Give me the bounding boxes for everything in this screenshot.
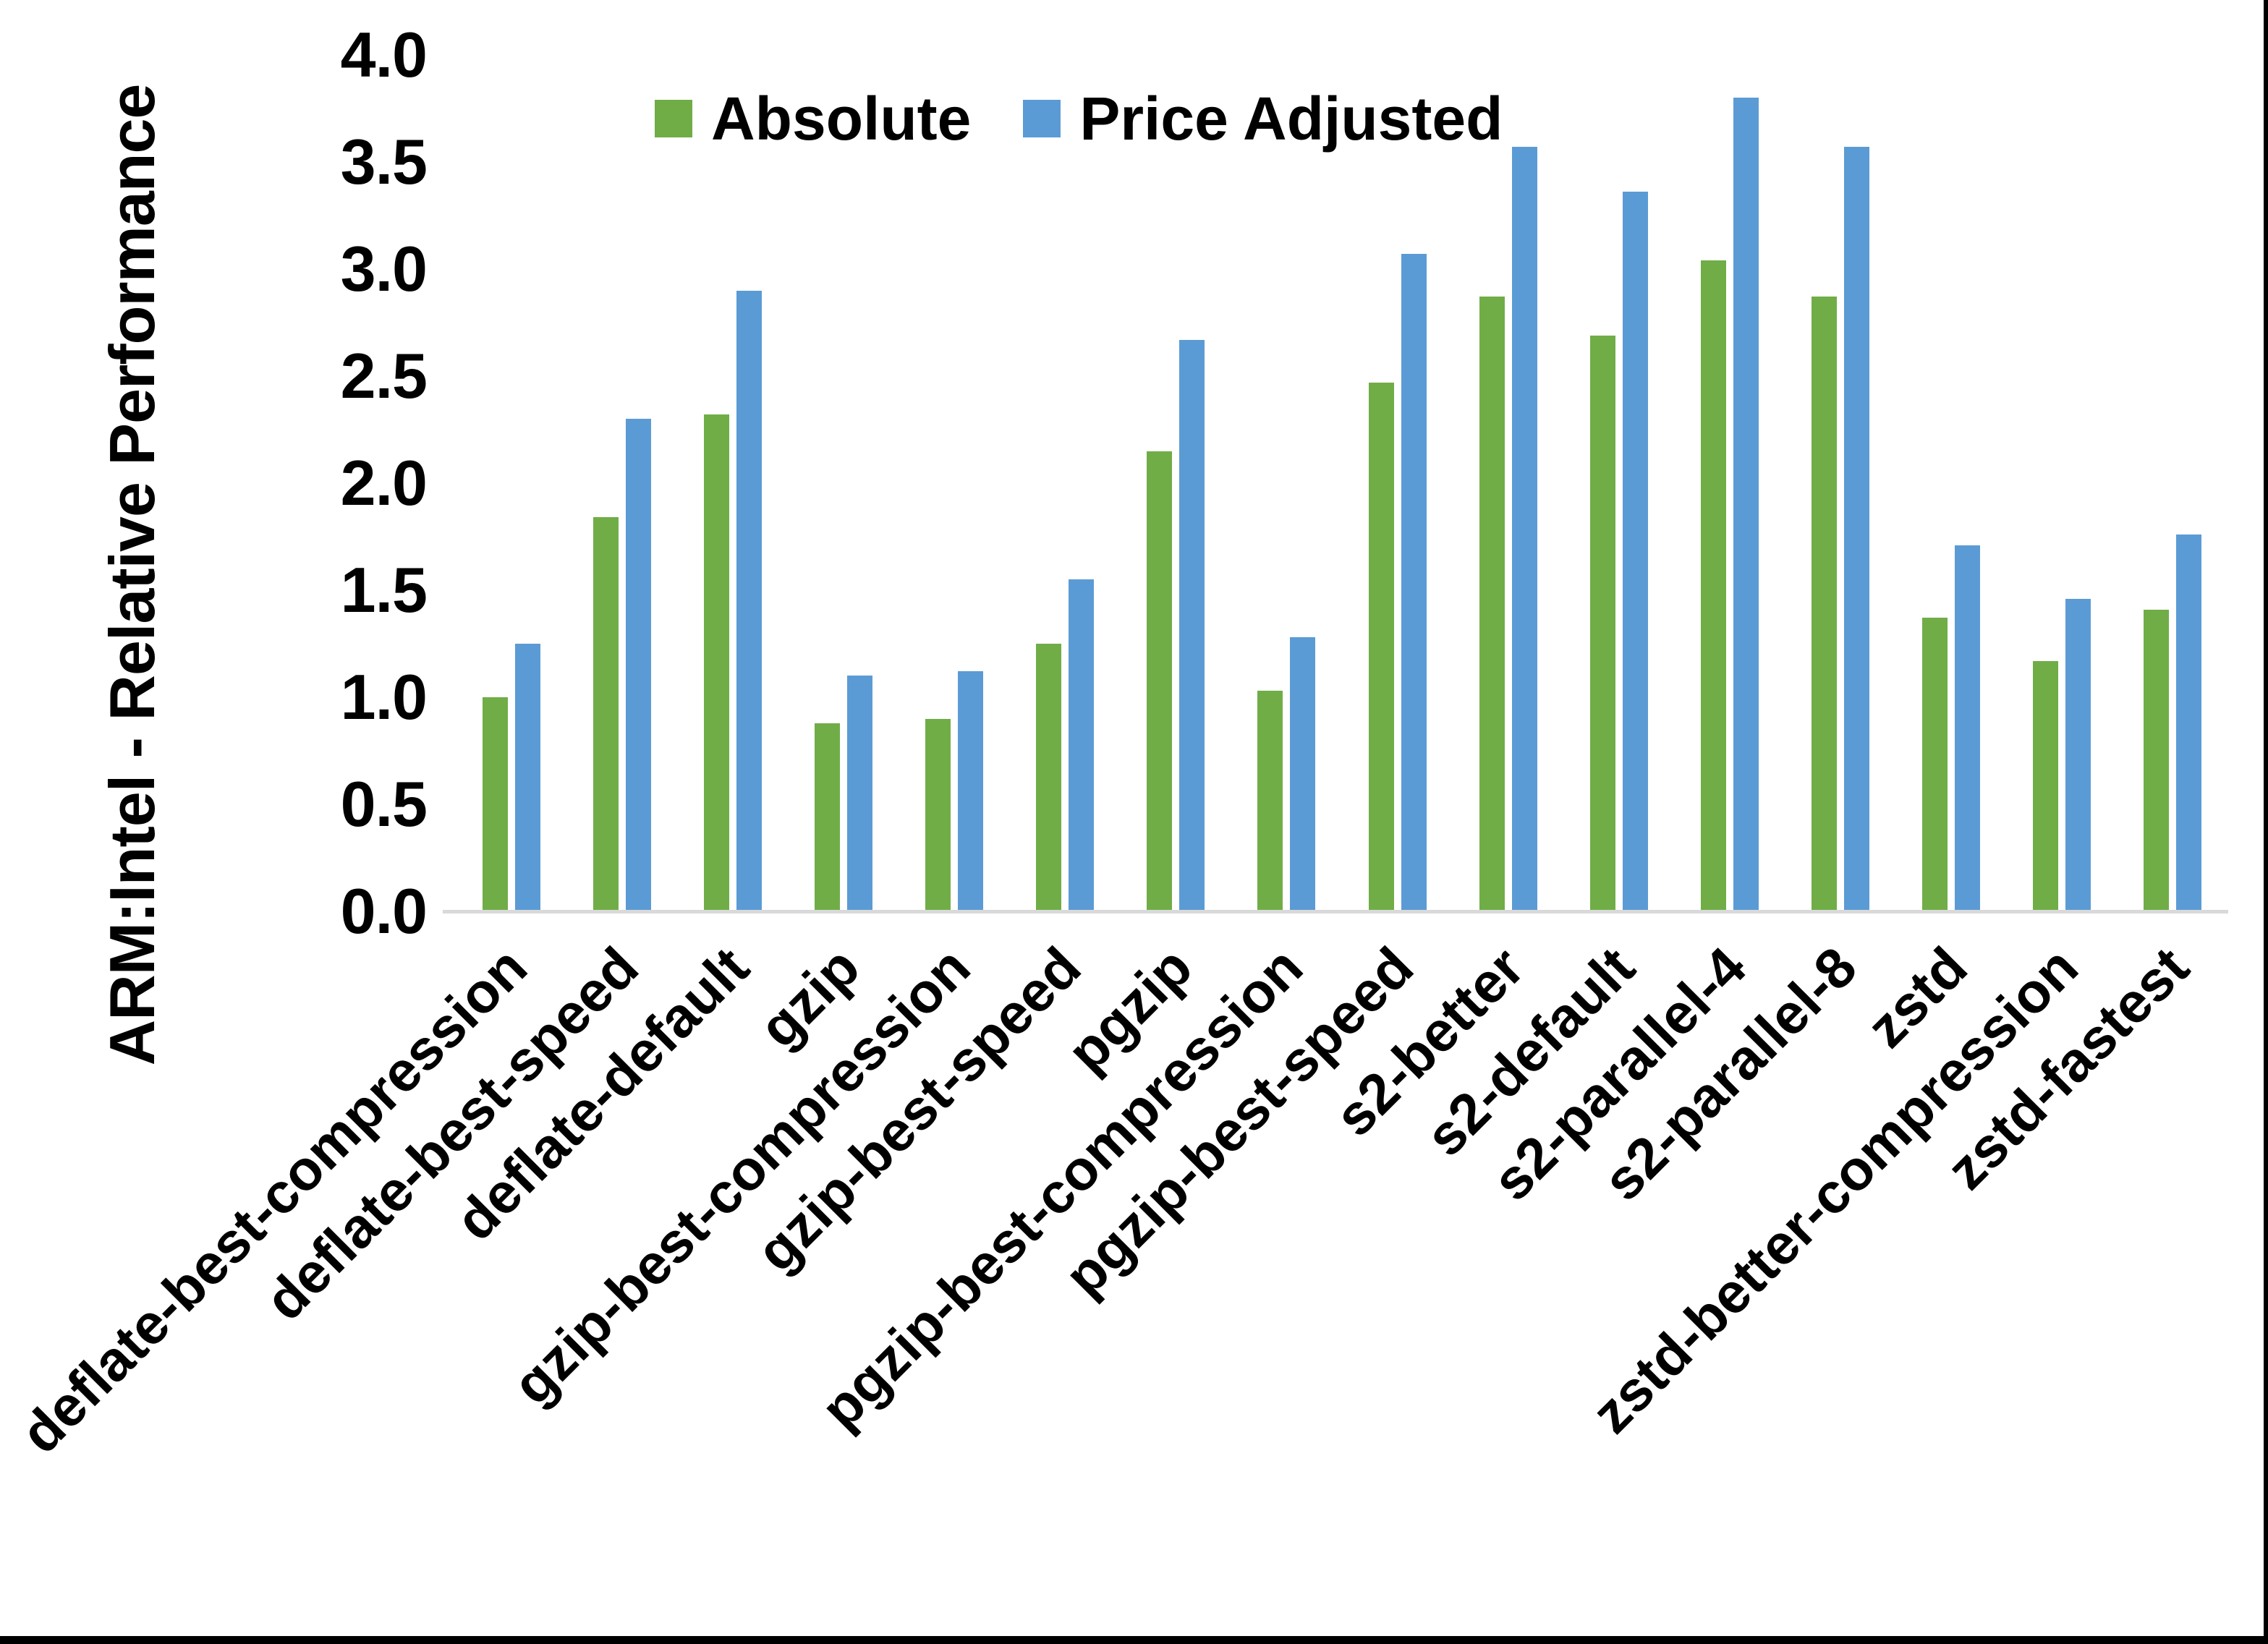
- bar-absolute-gzip: [812, 721, 841, 913]
- bar-price-adjusted-pgzip-best-compression: [1288, 636, 1317, 913]
- bar-absolute-s2-parallel-4: [1699, 259, 1728, 913]
- legend-item-absolute: Absolute: [655, 88, 971, 149]
- plot-area: [456, 55, 2228, 913]
- bar-group-s2-default: [1563, 55, 1674, 913]
- legend-label-absolute: Absolute: [711, 85, 972, 153]
- bar-price-adjusted-pgzip: [1178, 338, 1207, 913]
- bar-absolute-pgzip-best-compression: [1256, 689, 1285, 913]
- bar-absolute-pgzip-best-speed: [1367, 380, 1396, 913]
- bar-absolute-deflate-default: [702, 413, 731, 913]
- legend-label-price-adjusted: Price Adjusted: [1079, 85, 1503, 153]
- bar-group-s2-parallel-4: [1674, 55, 1785, 913]
- y-tick-label-3.0: 3.0: [340, 233, 428, 304]
- bar-group-zstd-better-compression: [2007, 55, 2118, 913]
- y-tick-label-0.0: 0.0: [340, 875, 428, 947]
- bar-absolute-deflate-best-compression: [480, 696, 509, 913]
- bar-group-deflate-best-compression: [456, 55, 566, 913]
- bar-absolute-gzip-best-compression: [924, 717, 953, 913]
- bar-absolute-zstd-better-compression: [2031, 659, 2060, 913]
- y-axis-title: ARM:Intel - Relative Performance: [96, 84, 168, 1066]
- bar-absolute-s2-default: [1588, 333, 1617, 913]
- bar-absolute-deflate-best-speed: [591, 516, 620, 913]
- bar-group-deflate-best-speed: [566, 55, 677, 913]
- bar-group-pgzip: [1121, 55, 1231, 913]
- y-tick-label-1.5: 1.5: [340, 554, 428, 626]
- bar-price-adjusted-gzip-best-compression: [956, 670, 985, 913]
- bar-price-adjusted-zstd-better-compression: [2064, 597, 2093, 913]
- bar-price-adjusted-zstd: [1953, 543, 1982, 913]
- y-tick-label-4.0: 4.0: [340, 19, 428, 90]
- bar-absolute-pgzip: [1145, 449, 1174, 913]
- bar-price-adjusted-deflate-default: [734, 289, 763, 913]
- bar-group-gzip-best-compression: [899, 55, 1010, 913]
- bar-group-pgzip-best-speed: [1342, 55, 1453, 913]
- bar-group-deflate-default: [677, 55, 788, 913]
- bar-group-s2-parallel-8: [1785, 55, 1896, 913]
- bar-group-zstd: [1896, 55, 2007, 913]
- y-tick-label-2.5: 2.5: [340, 340, 428, 412]
- x-axis-line: [443, 910, 2228, 913]
- legend: Absolute Price Adjusted: [655, 88, 1503, 149]
- y-tick-label-3.5: 3.5: [340, 126, 428, 197]
- bar-absolute-zstd: [1921, 616, 1950, 913]
- bar-absolute-zstd-fastest: [2142, 608, 2171, 913]
- bar-price-adjusted-deflate-best-speed: [624, 417, 653, 913]
- legend-item-price-adjusted: Price Adjusted: [1023, 88, 1503, 149]
- legend-swatch-price-adjusted: [1023, 100, 1061, 137]
- bar-price-adjusted-s2-default: [1621, 190, 1649, 913]
- bar-group-s2-better: [1453, 55, 1563, 913]
- bar-price-adjusted-zstd-fastest: [2175, 533, 2204, 913]
- bar-price-adjusted-gzip: [845, 674, 874, 913]
- y-tick-label-1.0: 1.0: [340, 661, 428, 733]
- bar-price-adjusted-s2-parallel-8: [1843, 145, 1872, 913]
- bar-group-gzip: [788, 55, 899, 913]
- y-tick-label-2.0: 2.0: [340, 447, 428, 519]
- legend-swatch-absolute: [655, 100, 692, 137]
- bar-price-adjusted-gzip-best-speed: [1067, 578, 1096, 913]
- bar-price-adjusted-s2-better: [1510, 145, 1539, 913]
- bar-price-adjusted-s2-parallel-4: [1731, 96, 1760, 913]
- bar-groups: [456, 55, 2228, 913]
- y-tick-label-0.5: 0.5: [340, 768, 428, 840]
- bar-absolute-s2-parallel-8: [1810, 295, 1839, 913]
- bar-absolute-gzip-best-speed: [1035, 642, 1063, 913]
- bar-price-adjusted-pgzip-best-speed: [1399, 252, 1428, 913]
- bar-group-zstd-fastest: [2118, 55, 2228, 913]
- bar-group-gzip-best-speed: [1010, 55, 1121, 913]
- bar-group-pgzip-best-compression: [1231, 55, 1342, 913]
- bar-price-adjusted-deflate-best-compression: [513, 642, 542, 913]
- bar-absolute-s2-better: [1477, 295, 1506, 913]
